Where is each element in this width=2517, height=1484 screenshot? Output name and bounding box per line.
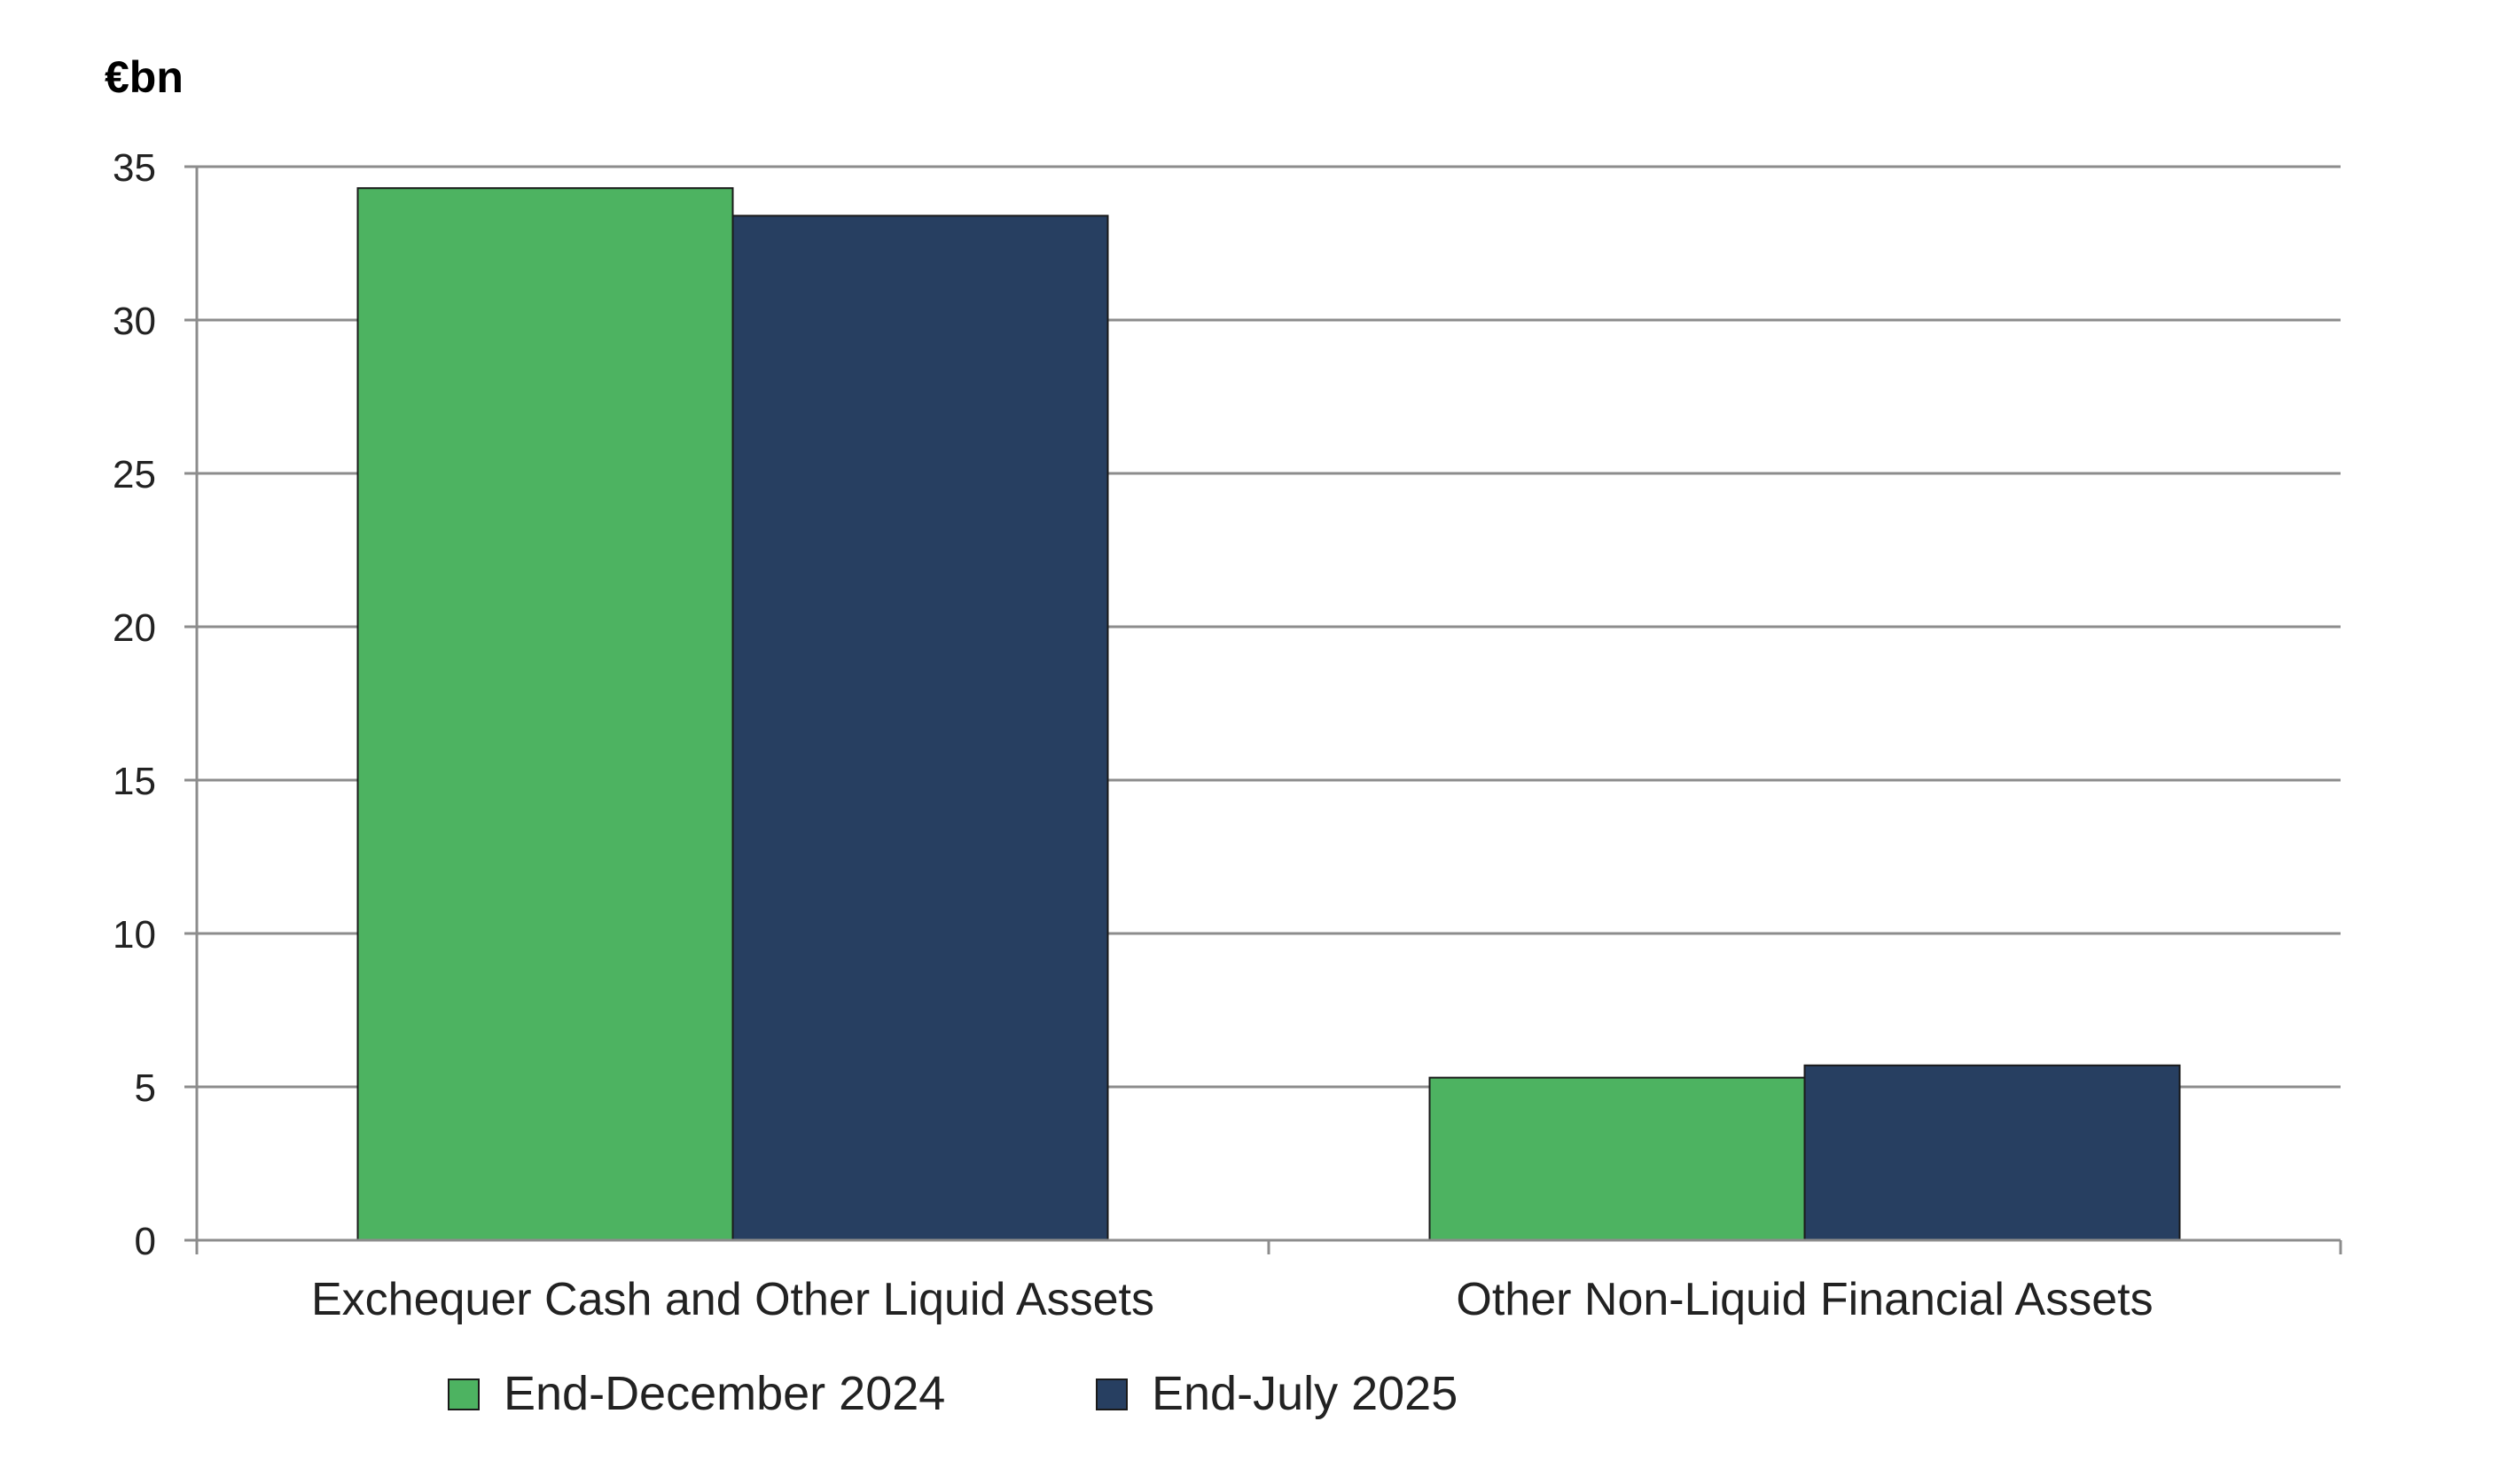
x-category-label: Exchequer Cash and Other Liquid Assets	[311, 1274, 1154, 1325]
y-axis-unit-label: €bn	[105, 52, 184, 102]
bar	[1803, 1064, 2181, 1242]
y-tick-label: 30	[113, 300, 156, 343]
y-tick-label: 15	[113, 760, 156, 803]
legend-label: End-July 2025	[1152, 1367, 1458, 1420]
bar	[356, 187, 734, 1242]
legend: End-December 2024 End-July 2025	[448, 1367, 1458, 1420]
y-tick-label: 35	[113, 146, 156, 190]
y-tick-label: 5	[135, 1066, 156, 1110]
y-tick-label: 0	[135, 1220, 156, 1263]
axes: 0 5 10 15 20 25 30 35 Exchequer Cash and Other L…	[113, 146, 2342, 1325]
y-tick-label: 20	[113, 606, 156, 650]
legend-swatch	[1096, 1379, 1128, 1410]
y-tick-label: 10	[113, 913, 156, 957]
bar	[1428, 1076, 1806, 1241]
bar	[731, 215, 1109, 1242]
y-tick-label: 25	[113, 453, 156, 496]
bars	[356, 187, 2181, 1242]
x-category-label: Other Non-Liquid Financial Assets	[1456, 1274, 2153, 1325]
legend-label: End-December 2024	[504, 1367, 945, 1420]
legend-swatch	[448, 1379, 480, 1410]
